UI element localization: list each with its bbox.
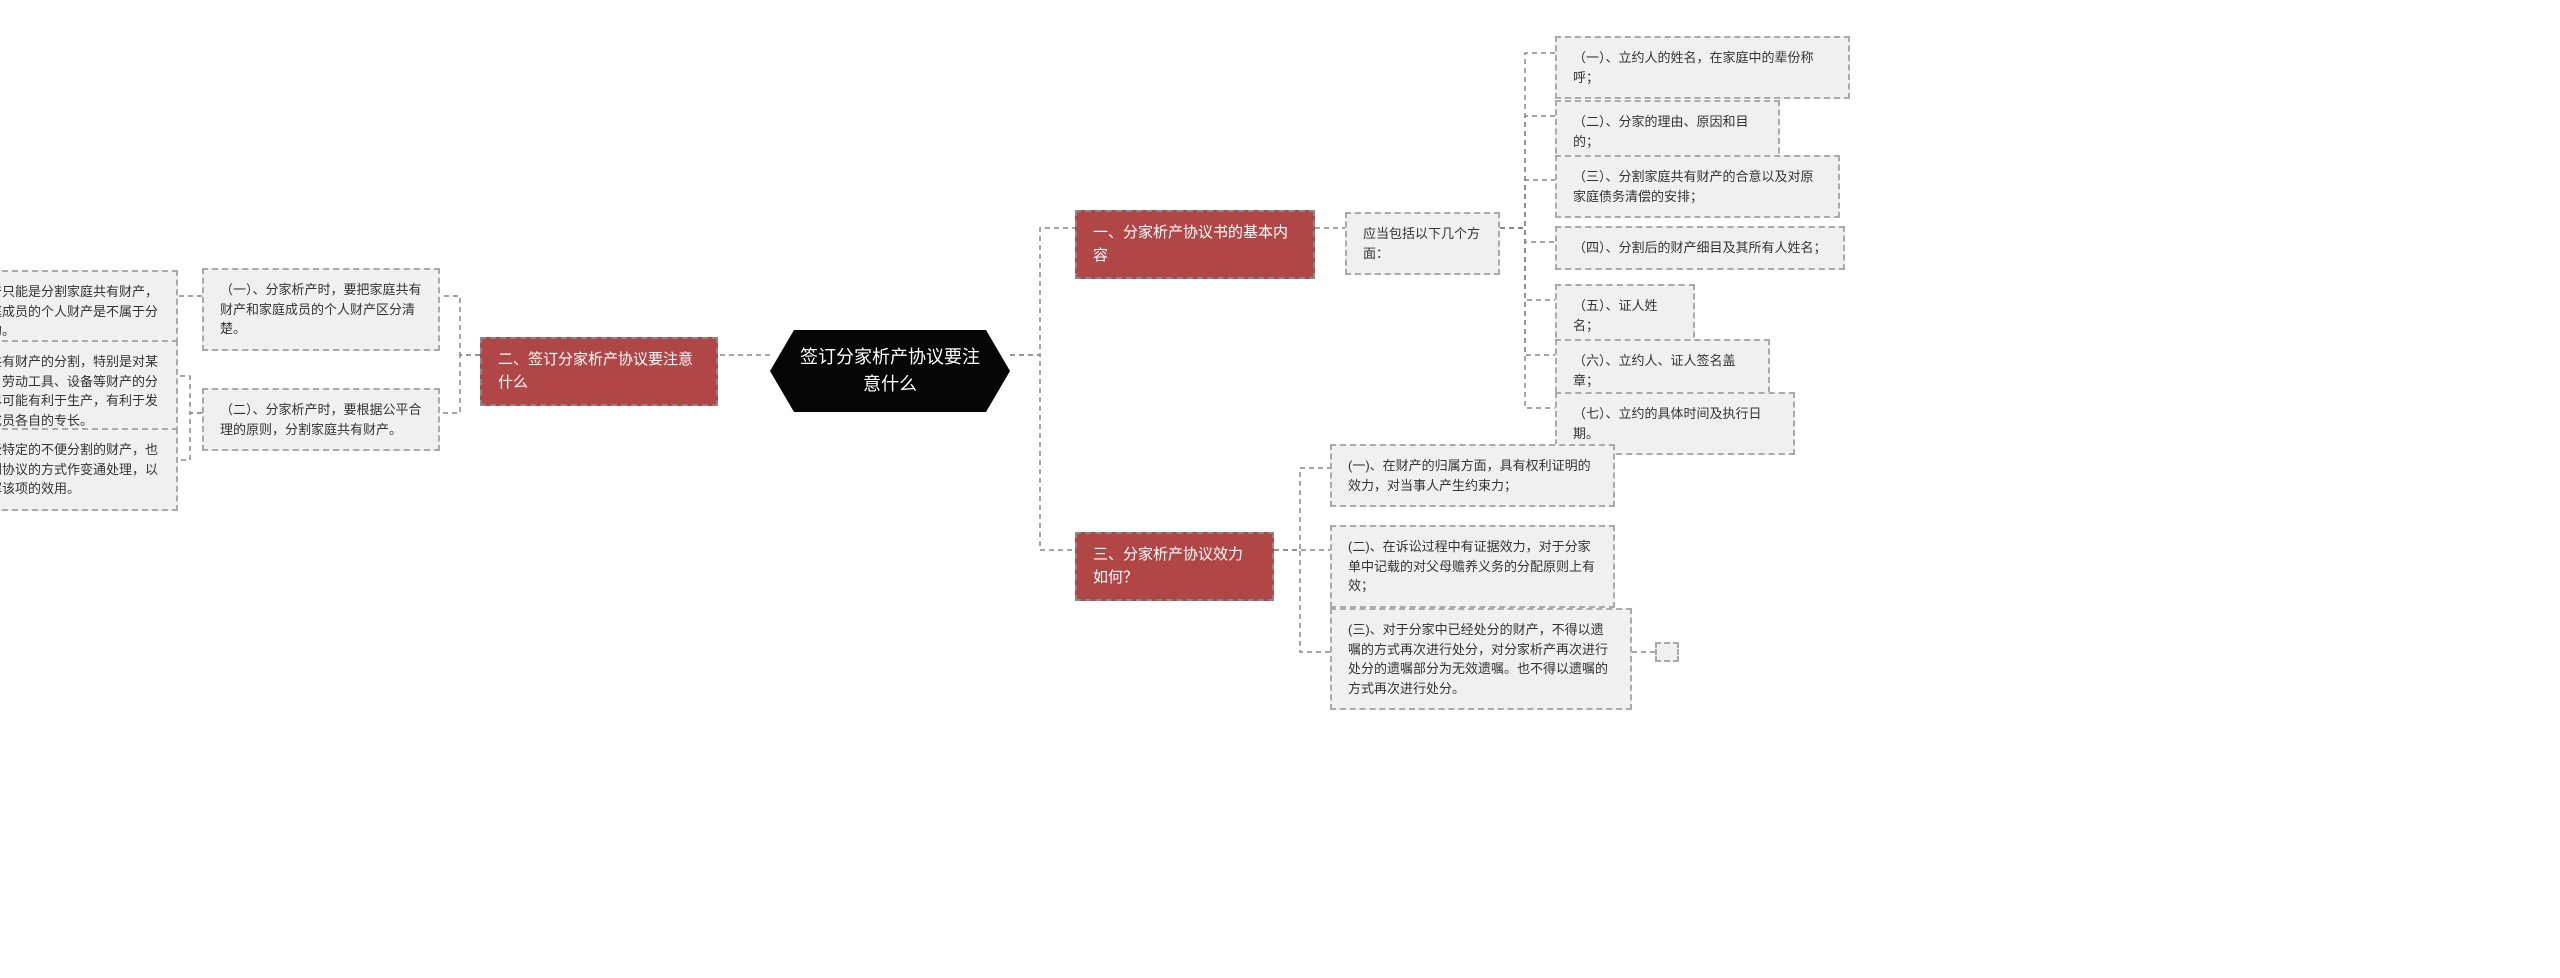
branch-3-item-2: (二)、在诉讼过程中有证据效力，对于分家单中记载的对父母赡养义务的分配原则上有效… xyxy=(1330,525,1615,608)
branch-3-item-3: (三)、对于分家中已经处分的财产，不得以遗嘱的方式再次进行处分，对分家析产再次进… xyxy=(1330,608,1632,710)
root-title: 签订分家析产协议要注意什么 xyxy=(800,347,980,394)
branch-2-sub-1: （一）、分家析产时，要把家庭共有财产和家庭成员的个人财产区分清楚。 xyxy=(202,268,440,351)
branch-1-item-2: （二）、分家的理由、原因和目的； xyxy=(1555,100,1780,163)
branch-3-title: 三、分家析产协议效力如何？ xyxy=(1093,546,1243,586)
branch-3-item-1: (一)、在财产的归属方面，具有权利证明的效力，对当事人产生约束力； xyxy=(1330,444,1615,507)
branch-3: 三、分家析产协议效力如何？ xyxy=(1075,532,1274,601)
branch-1-item-4: （四）、分割后的财产细目及其所有人姓名； xyxy=(1555,226,1845,270)
branch-1-sub: 应当包括以下几个方面： xyxy=(1345,212,1500,275)
branch-1-title: 一、分家析产协议书的基本内容 xyxy=(1093,224,1288,264)
branch-2: 二、签订分家析产协议要注意什么 xyxy=(480,337,718,406)
connector-lines xyxy=(0,0,2560,978)
branch-1: 一、分家析产协议书的基本内容 xyxy=(1075,210,1315,279)
branch-1-item-5: （五）、证人姓名； xyxy=(1555,284,1695,347)
branch-2-detail-3: 对于某些特定的不便分割的财产，也可以特别协议的方式作变通处理，以充分发挥该项的效… xyxy=(0,428,178,511)
branch-1-item-3: （三）、分割家庭共有财产的合意以及对原家庭债务清偿的安排； xyxy=(1555,155,1840,218)
branch-2-detail-2: 对家庭共有财产的分割，特别是对某些生产、劳动工具、设备等财产的分割，要尽可能有利… xyxy=(0,340,178,442)
branch-3-extra-box xyxy=(1655,642,1679,662)
branch-1-item-1: （一）、立约人的姓名，在家庭中的辈份称呼； xyxy=(1555,36,1850,99)
root-node: 签订分家析产协议要注意什么 xyxy=(770,330,1010,412)
branch-2-title: 二、签订分家析产协议要注意什么 xyxy=(498,351,693,391)
branch-2-sub-2: （二）、分家析产时，要根据公平合理的原则，分割家庭共有财产。 xyxy=(202,388,440,451)
